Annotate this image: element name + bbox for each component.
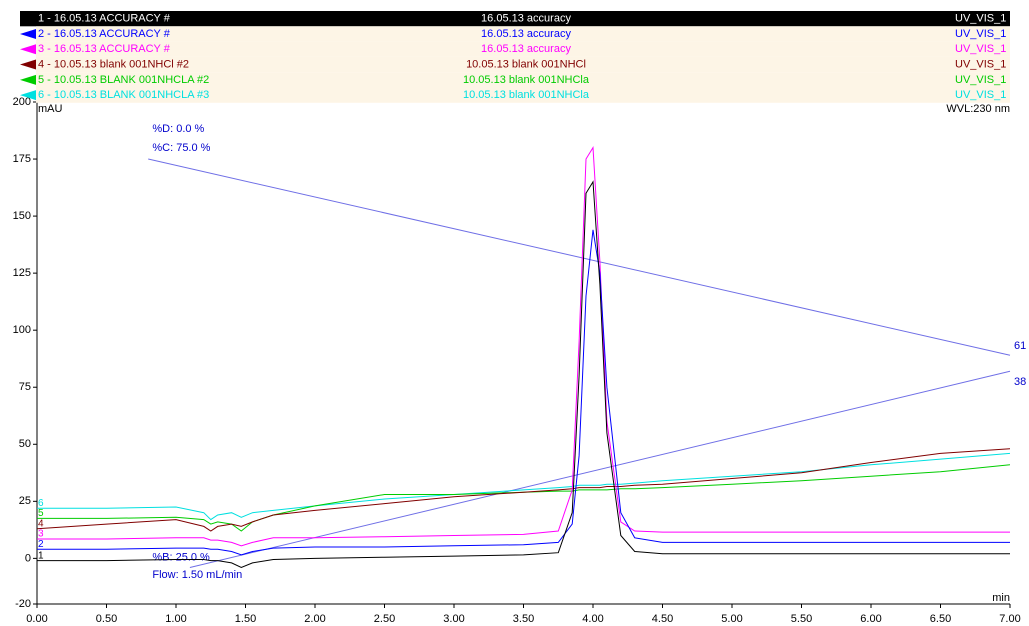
right-mask (1011, 11, 1029, 104)
legend-channel: UV_VIS_1 (955, 43, 1006, 55)
trace (37, 448, 1010, 532)
legend-name: 3 - 16.05.13 ACCURACY # (38, 43, 171, 55)
trace (37, 180, 1010, 569)
legend-name: 6 - 10.05.13 BLANK 001NHCLA #3 (38, 89, 209, 101)
legend-name: 2 - 16.05.13 ACCURACY # (38, 28, 171, 40)
annotation: %D: 0.0 % (152, 123, 204, 135)
gradient-line (189, 370, 1011, 568)
x-tick-label: 5.50 (791, 613, 812, 625)
legend-marker (20, 74, 36, 85)
legend-channel: UV_VIS_1 (955, 13, 1006, 25)
y-tick-label: 0 (25, 552, 31, 564)
trace (37, 229, 1010, 556)
legend-name: 5 - 10.05.13 BLANK 001NHCLA #2 (38, 74, 209, 86)
legend-sample: 10.05.13 blank 001NHCl (466, 58, 586, 70)
y-tick-label: 150 (13, 210, 31, 222)
x-tick-label: 4.00 (582, 613, 603, 625)
legend-marker (20, 59, 36, 70)
trace-label: 1 (38, 550, 44, 561)
legend-sample: 16.05.13 accuracy (481, 43, 571, 55)
legend-channel: UV_VIS_1 (955, 28, 1006, 40)
x-tick-label: 5.00 (721, 613, 742, 625)
legend-marker (20, 13, 36, 24)
gradient-label: %B: 25.0 % (152, 552, 210, 564)
x-tick-label: 2.00 (304, 613, 325, 625)
legend-channel: UV_VIS_1 (955, 58, 1006, 70)
y-tick-label: 50 (19, 438, 31, 450)
legend-channel: UV_VIS_1 (955, 74, 1006, 86)
legend-row (20, 11, 1010, 27)
legend-sample: 10.05.13 blank 001NHCla (463, 74, 590, 86)
trace-label: 6 (38, 498, 44, 509)
legend-marker (20, 28, 36, 39)
trace (37, 452, 1010, 521)
x-tick-label: 7.00 (999, 613, 1020, 625)
x-tick-label: 3.00 (443, 613, 464, 625)
legend-name: 4 - 10.05.13 blank 001NHCl #2 (38, 58, 189, 70)
legend-marker (20, 90, 36, 101)
y-unit: mAU (38, 103, 63, 115)
wavelength: WVL:230 nm (946, 103, 1010, 115)
x-tick-label: 6.00 (860, 613, 881, 625)
y-tick-label: 75 (19, 381, 31, 393)
legend-channel: UV_VIS_1 (955, 89, 1006, 101)
x-tick-label: 0.00 (26, 613, 47, 625)
gradient-end-label: 61 (1014, 340, 1026, 352)
y-tick-label: 25 (19, 495, 31, 507)
gradient-line (148, 158, 1011, 356)
y-tick-label: 100 (13, 324, 31, 336)
trace-label: 4 (38, 518, 44, 529)
trace-label: 5 (38, 508, 44, 519)
legend-row (36, 26, 1010, 42)
y-tick-label: 200 (13, 96, 31, 108)
legend-sample: 16.05.13 accuracy (481, 13, 571, 25)
x-tick-label: 6.50 (930, 613, 951, 625)
legend-sample: 10.05.13 blank 001NHCla (463, 89, 590, 101)
y-tick-label: -20 (15, 598, 31, 610)
legend-row (36, 72, 1010, 88)
trace (37, 145, 1010, 547)
gradient-end-label: 38 (1014, 376, 1026, 388)
x-tick-label: 0.50 (96, 613, 117, 625)
x-tick-label: 3.50 (513, 613, 534, 625)
legend-row (36, 56, 1010, 73)
y-tick-label: 175 (13, 153, 31, 165)
trace (37, 464, 1010, 532)
legend-sample: 16.05.13 accuracy (481, 28, 571, 40)
x-tick-label: 4.50 (652, 613, 673, 625)
legend-name: 1 - 16.05.13 ACCURACY # (38, 13, 171, 25)
legend-row (36, 87, 1010, 103)
x-tick-label: 2.50 (374, 613, 395, 625)
x-tick-label: 1.50 (235, 613, 256, 625)
x-tick-label: 1.00 (165, 613, 186, 625)
legend-row (36, 41, 1010, 57)
trace-label: 3 (38, 529, 44, 540)
annotation: Flow: 1.50 mL/min (152, 569, 242, 581)
y-tick-label: 125 (13, 267, 31, 279)
legend-marker (20, 44, 36, 55)
trace-label: 2 (38, 539, 44, 550)
x-unit: min (992, 592, 1010, 604)
gradient-label: %C: 75.0 % (152, 142, 210, 154)
